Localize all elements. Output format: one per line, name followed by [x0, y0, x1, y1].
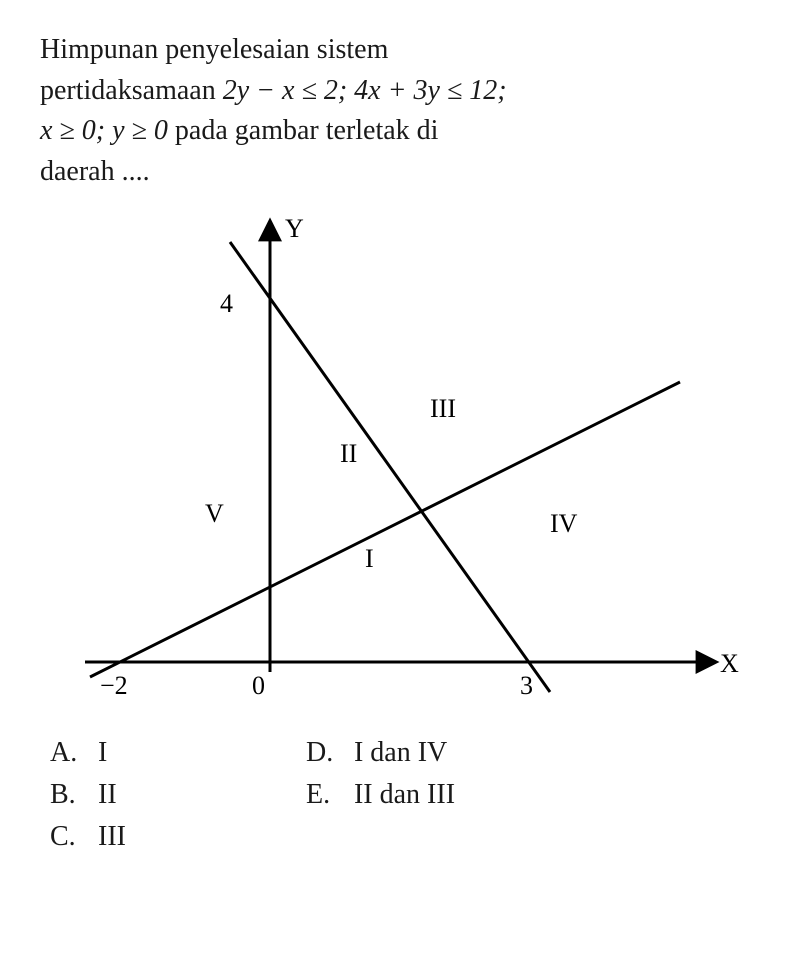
- q-line2b: 2y − x ≤ 2; 4x + 3y ≤ 12;: [223, 75, 507, 106]
- region-label: III: [430, 394, 456, 423]
- y-axis-label: Y: [285, 214, 304, 243]
- option-row: B. II: [50, 774, 126, 816]
- options-right-column: D. I dan IV E. II dan III: [306, 732, 455, 858]
- q-line4: daerah ....: [40, 156, 150, 187]
- region-diagram: XY−2034VIIIIIIIV: [60, 202, 740, 722]
- chart-container: XY−2034VIIIIIIIV: [40, 202, 760, 722]
- tick-label: 3: [520, 671, 533, 700]
- option-letter: A.: [50, 732, 80, 774]
- option-row: C. III: [50, 816, 126, 858]
- tick-label: 4: [220, 289, 233, 318]
- option-text: I dan IV: [354, 732, 447, 774]
- question-text: Himpunan penyelesaian sistem pertidaksam…: [40, 30, 760, 192]
- answer-options: A. I B. II C. III D. I dan IV E. II dan III: [40, 732, 760, 858]
- region-label: V: [205, 499, 224, 528]
- region-label: I: [365, 544, 374, 573]
- options-left-column: A. I B. II C. III: [50, 732, 126, 858]
- option-letter: E.: [306, 774, 336, 816]
- option-text: II dan III: [354, 774, 455, 816]
- option-row: D. I dan IV: [306, 732, 455, 774]
- option-letter: B.: [50, 774, 80, 816]
- tick-label: 0: [252, 671, 265, 700]
- option-text: II: [98, 774, 117, 816]
- option-row: A. I: [50, 732, 126, 774]
- q-line3b: pada gambar terletak di: [175, 115, 439, 146]
- q-line1: Himpunan penyelesaian sistem: [40, 34, 388, 65]
- region-label: IV: [550, 509, 578, 538]
- q-line3a: x ≥ 0; y ≥ 0: [40, 115, 175, 146]
- option-text: I: [98, 732, 107, 774]
- option-letter: C.: [50, 816, 80, 858]
- line-rising: [90, 382, 680, 677]
- option-text: III: [98, 816, 126, 858]
- region-label: II: [340, 439, 357, 468]
- x-axis-label: X: [720, 649, 739, 678]
- q-line2a: pertidaksamaan: [40, 75, 223, 106]
- line-falling: [230, 242, 550, 692]
- option-row: E. II dan III: [306, 774, 455, 816]
- tick-label: −2: [100, 671, 128, 700]
- option-letter: D.: [306, 732, 336, 774]
